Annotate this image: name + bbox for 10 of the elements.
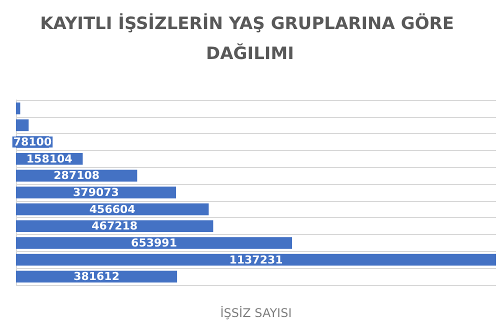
data-label: 1137231 <box>229 253 283 266</box>
chart-title: KAYITLI İŞSİZLERİN YAŞ GRUPLARINA GÖRE DAĞILIMI <box>40 13 460 64</box>
x-axis-title: İŞSİZ SAYISI <box>220 306 292 320</box>
data-label: 158104 <box>26 152 73 166</box>
data-label: 467218 <box>92 220 138 233</box>
data-label: 287108 <box>54 169 100 182</box>
data-label: 653991 <box>131 236 177 250</box>
data-label: 456604 <box>89 202 136 216</box>
data-label: 381612 <box>74 270 120 284</box>
data-label: 379073 <box>73 186 119 199</box>
